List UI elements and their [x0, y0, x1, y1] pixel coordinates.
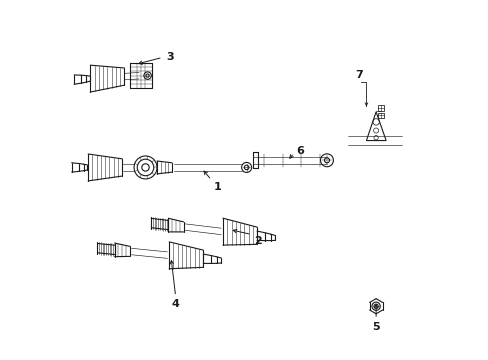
- Circle shape: [146, 74, 149, 77]
- Text: 5: 5: [371, 321, 379, 332]
- Text: 2: 2: [254, 235, 262, 246]
- Text: 3: 3: [166, 52, 174, 62]
- Bar: [377, 105, 383, 111]
- Text: 7: 7: [355, 70, 363, 80]
- Circle shape: [373, 304, 377, 308]
- Text: 4: 4: [171, 299, 179, 309]
- Text: 1: 1: [214, 182, 222, 192]
- Text: 6: 6: [296, 146, 304, 156]
- Bar: [377, 113, 383, 118]
